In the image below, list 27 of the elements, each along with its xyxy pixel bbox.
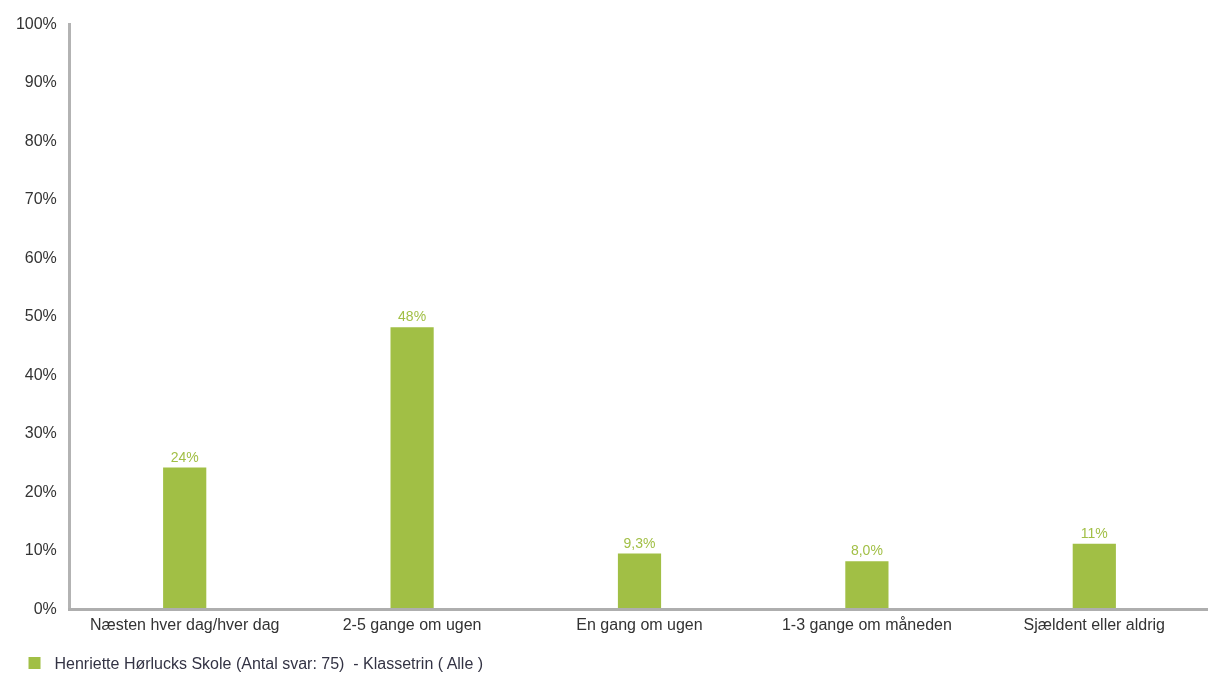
- data-label: 24%: [170, 448, 199, 465]
- y-tick-label: 60%: [24, 248, 57, 266]
- data-label: 9,3%: [623, 534, 656, 551]
- data-label: 11%: [1080, 524, 1108, 541]
- data-label: 8,0%: [850, 542, 883, 559]
- bar: [845, 561, 889, 608]
- bar: [390, 327, 434, 608]
- y-tick-label: 50%: [24, 307, 57, 325]
- x-tick-label: Sjældent eller aldrig: [1023, 616, 1165, 634]
- y-tick-label: 80%: [24, 131, 57, 149]
- y-tick-label: 70%: [24, 190, 57, 208]
- x-tick-label: Næsten hver dag/hver dag: [89, 616, 280, 634]
- x-tick-label: En gang om ugen: [576, 616, 703, 634]
- y-tick-label: 40%: [24, 365, 57, 383]
- legend-label: Henriette Hørlucks Skole (Antal svar: 75) - Klassetrin ( Alle ): [54, 655, 484, 673]
- y-tick-label: 10%: [24, 541, 57, 559]
- data-label: 48%: [398, 308, 427, 325]
- bar: [1072, 543, 1116, 608]
- bar: [163, 467, 207, 608]
- y-tick-label: 30%: [24, 424, 57, 442]
- x-tick-label: 2-5 gange om ugen: [342, 616, 482, 634]
- y-tick-label: 0%: [33, 599, 57, 617]
- bar: [617, 553, 662, 608]
- y-tick-label: 100%: [15, 14, 57, 32]
- y-tick-label: 90%: [24, 73, 57, 91]
- x-tick-label: 1-3 gange om måneden: [781, 616, 952, 634]
- y-tick-label: 20%: [24, 482, 57, 500]
